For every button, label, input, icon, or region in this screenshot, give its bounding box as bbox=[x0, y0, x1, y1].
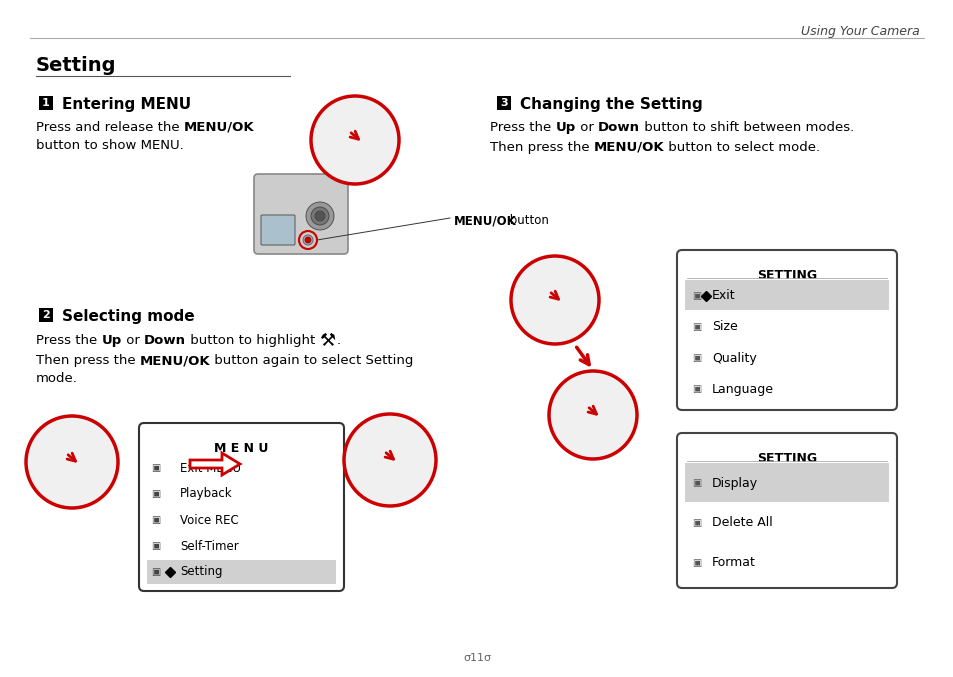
Text: ▣: ▣ bbox=[152, 515, 160, 525]
Text: button to show MENU.: button to show MENU. bbox=[36, 139, 184, 152]
Text: Playback: Playback bbox=[180, 487, 233, 500]
Text: ▣: ▣ bbox=[152, 463, 160, 473]
FancyBboxPatch shape bbox=[677, 250, 896, 410]
Text: ▣: ▣ bbox=[691, 353, 700, 363]
Circle shape bbox=[314, 211, 325, 221]
Text: Selecting mode: Selecting mode bbox=[62, 309, 194, 324]
Text: Exit: Exit bbox=[711, 289, 735, 302]
Text: button: button bbox=[505, 214, 548, 227]
Circle shape bbox=[511, 256, 598, 344]
Text: MENU/OK: MENU/OK bbox=[594, 141, 664, 154]
Circle shape bbox=[344, 414, 436, 506]
Text: Changing the Setting: Changing the Setting bbox=[519, 97, 702, 112]
Text: ▣: ▣ bbox=[691, 558, 700, 568]
Circle shape bbox=[548, 371, 637, 459]
FancyBboxPatch shape bbox=[684, 280, 888, 310]
Text: SETTING: SETTING bbox=[756, 269, 816, 282]
Text: Voice REC: Voice REC bbox=[180, 513, 238, 527]
Text: Up: Up bbox=[555, 121, 576, 134]
Text: Up: Up bbox=[101, 334, 122, 347]
Text: mode.: mode. bbox=[36, 372, 78, 385]
Text: 1: 1 bbox=[42, 98, 50, 108]
Text: Exit MENU: Exit MENU bbox=[180, 462, 241, 475]
Text: Language: Language bbox=[711, 383, 773, 396]
Text: ▣: ▣ bbox=[691, 385, 700, 395]
Text: .: . bbox=[336, 334, 340, 347]
Text: MENU/OK: MENU/OK bbox=[184, 121, 254, 134]
Text: or: or bbox=[122, 334, 144, 347]
FancyArrow shape bbox=[190, 453, 240, 475]
Text: ▣: ▣ bbox=[691, 290, 700, 301]
Circle shape bbox=[311, 96, 398, 184]
Text: M E N U: M E N U bbox=[214, 442, 269, 455]
Text: button to shift between modes.: button to shift between modes. bbox=[639, 121, 853, 134]
Text: σ11σ: σ11σ bbox=[462, 653, 491, 663]
Text: Then press the: Then press the bbox=[490, 141, 594, 154]
Text: Delete All: Delete All bbox=[711, 517, 772, 529]
Text: Press the: Press the bbox=[36, 334, 101, 347]
Text: Entering MENU: Entering MENU bbox=[62, 97, 191, 112]
Text: button to select mode.: button to select mode. bbox=[664, 141, 820, 154]
Text: Setting: Setting bbox=[36, 56, 116, 75]
FancyBboxPatch shape bbox=[39, 96, 53, 110]
FancyBboxPatch shape bbox=[677, 433, 896, 588]
Text: MENU/OK: MENU/OK bbox=[140, 354, 211, 367]
Text: Display: Display bbox=[711, 477, 758, 489]
FancyBboxPatch shape bbox=[684, 463, 888, 502]
Text: ▣: ▣ bbox=[691, 478, 700, 488]
Text: ▣: ▣ bbox=[691, 518, 700, 528]
Circle shape bbox=[306, 202, 334, 230]
Text: ▣: ▣ bbox=[152, 567, 160, 577]
Text: Down: Down bbox=[598, 121, 639, 134]
Text: button to highlight: button to highlight bbox=[186, 334, 319, 347]
FancyBboxPatch shape bbox=[253, 174, 348, 254]
FancyBboxPatch shape bbox=[39, 308, 53, 322]
Text: Format: Format bbox=[711, 556, 755, 569]
Text: ▣: ▣ bbox=[152, 541, 160, 551]
Text: Down: Down bbox=[144, 334, 186, 347]
Text: MENU/OK: MENU/OK bbox=[454, 214, 517, 227]
Text: ▣: ▣ bbox=[152, 489, 160, 499]
Text: or: or bbox=[576, 121, 598, 134]
FancyBboxPatch shape bbox=[261, 215, 294, 245]
Text: Setting Mode ( Page 2): Setting Mode ( Page 2) bbox=[705, 433, 867, 446]
Text: Setting: Setting bbox=[180, 565, 222, 579]
Text: Using Your Camera: Using Your Camera bbox=[801, 25, 919, 38]
Text: Quality: Quality bbox=[711, 351, 756, 365]
Circle shape bbox=[26, 416, 118, 508]
FancyBboxPatch shape bbox=[497, 96, 511, 110]
Text: Size: Size bbox=[711, 320, 737, 333]
Text: Self-Timer: Self-Timer bbox=[180, 540, 238, 552]
Text: Setting Mode ( Page 1): Setting Mode ( Page 1) bbox=[705, 250, 867, 263]
FancyBboxPatch shape bbox=[147, 560, 335, 584]
FancyBboxPatch shape bbox=[139, 423, 344, 591]
Text: Press and release the: Press and release the bbox=[36, 121, 184, 134]
Text: 2: 2 bbox=[42, 310, 50, 320]
Circle shape bbox=[305, 237, 311, 243]
Text: Press the: Press the bbox=[490, 121, 555, 134]
Text: button again to select Setting: button again to select Setting bbox=[211, 354, 414, 367]
Text: SETTING: SETTING bbox=[756, 452, 816, 465]
Circle shape bbox=[311, 207, 329, 225]
Circle shape bbox=[303, 235, 313, 245]
Text: ▣: ▣ bbox=[691, 322, 700, 332]
Text: 3: 3 bbox=[499, 98, 507, 108]
Text: Then press the: Then press the bbox=[36, 354, 140, 367]
Text: ⚒: ⚒ bbox=[319, 332, 335, 350]
